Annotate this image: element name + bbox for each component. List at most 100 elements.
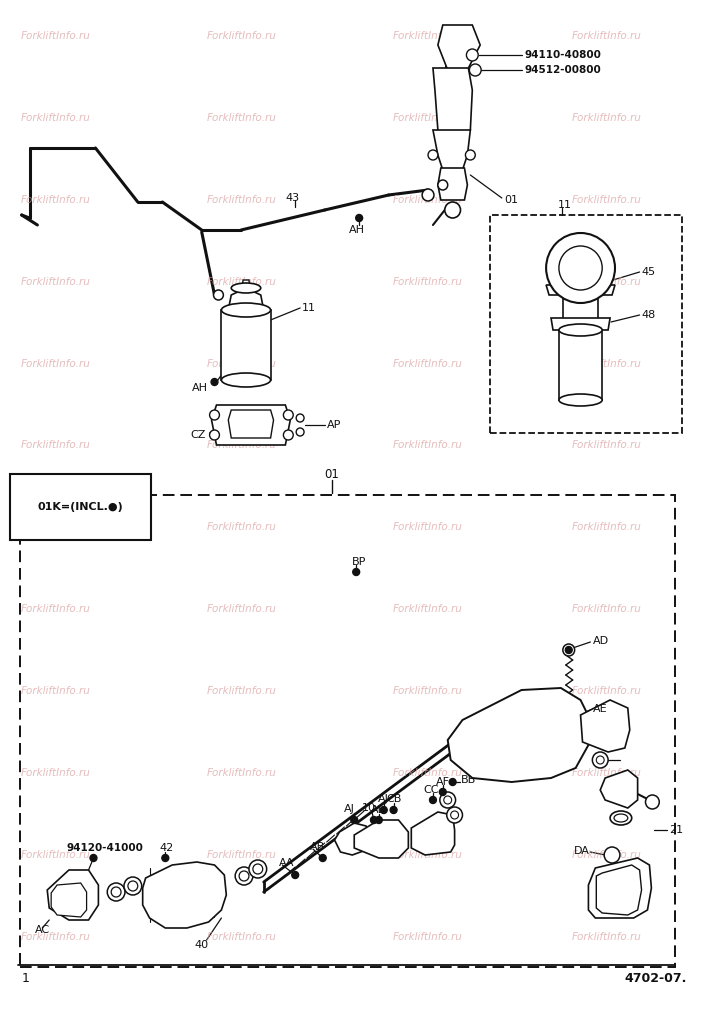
Text: ForkliftInfo.ru: ForkliftInfo.ru bbox=[207, 686, 276, 696]
Polygon shape bbox=[433, 130, 470, 170]
Circle shape bbox=[111, 887, 121, 897]
Text: ForkliftInfo.ru: ForkliftInfo.ru bbox=[393, 195, 463, 205]
Polygon shape bbox=[563, 295, 598, 319]
Text: 40: 40 bbox=[195, 940, 209, 950]
Text: ForkliftInfo.ru: ForkliftInfo.ru bbox=[572, 358, 642, 369]
Text: BP: BP bbox=[353, 557, 367, 567]
Text: 43: 43 bbox=[285, 193, 299, 203]
Circle shape bbox=[444, 202, 461, 218]
Text: ForkliftInfo.ru: ForkliftInfo.ru bbox=[393, 604, 463, 614]
Text: 94120-41000: 94120-41000 bbox=[67, 843, 144, 853]
Circle shape bbox=[646, 795, 659, 809]
Text: ForkliftInfo.ru: ForkliftInfo.ru bbox=[393, 522, 463, 532]
Circle shape bbox=[546, 233, 615, 303]
Text: AF: AF bbox=[436, 777, 450, 787]
Text: ForkliftInfo.ru: ForkliftInfo.ru bbox=[20, 113, 90, 123]
Circle shape bbox=[283, 430, 293, 440]
Circle shape bbox=[465, 150, 475, 160]
Circle shape bbox=[466, 49, 478, 61]
Text: ForkliftInfo.ru: ForkliftInfo.ru bbox=[393, 31, 463, 41]
Bar bbox=[20, 495, 675, 967]
Text: AJ: AJ bbox=[344, 804, 355, 814]
Circle shape bbox=[283, 410, 293, 420]
Circle shape bbox=[253, 864, 263, 874]
Text: ForkliftInfo.ru: ForkliftInfo.ru bbox=[20, 522, 90, 532]
Text: ForkliftInfo.ru: ForkliftInfo.ru bbox=[20, 440, 90, 451]
Ellipse shape bbox=[559, 394, 602, 406]
Circle shape bbox=[565, 646, 572, 653]
Ellipse shape bbox=[614, 814, 628, 822]
Ellipse shape bbox=[610, 811, 632, 825]
Polygon shape bbox=[411, 812, 455, 855]
Text: ForkliftInfo.ru: ForkliftInfo.ru bbox=[20, 850, 90, 860]
Text: ForkliftInfo.ru: ForkliftInfo.ru bbox=[572, 604, 642, 614]
Bar bbox=[490, 215, 682, 433]
Text: AJ: AJ bbox=[379, 794, 389, 804]
Text: ForkliftInfo.ru: ForkliftInfo.ru bbox=[20, 195, 90, 205]
Text: 11: 11 bbox=[558, 200, 572, 210]
Text: ForkliftInfo.ru: ForkliftInfo.ru bbox=[207, 113, 276, 123]
Polygon shape bbox=[47, 870, 98, 920]
Text: AP: AP bbox=[327, 420, 341, 430]
Circle shape bbox=[422, 189, 434, 201]
Text: 45: 45 bbox=[641, 267, 655, 278]
Text: ForkliftInfo.ru: ForkliftInfo.ru bbox=[207, 358, 276, 369]
Text: BB: BB bbox=[461, 775, 476, 785]
Text: ForkliftInfo.ru: ForkliftInfo.ru bbox=[393, 440, 463, 451]
Text: ForkliftInfo.ru: ForkliftInfo.ru bbox=[393, 276, 463, 287]
Polygon shape bbox=[229, 288, 264, 310]
Text: ForkliftInfo.ru: ForkliftInfo.ru bbox=[207, 276, 276, 287]
Text: ForkliftInfo.ru: ForkliftInfo.ru bbox=[207, 604, 276, 614]
Circle shape bbox=[376, 816, 382, 823]
Polygon shape bbox=[242, 280, 250, 288]
Ellipse shape bbox=[222, 303, 271, 317]
Text: ForkliftInfo.ru: ForkliftInfo.ru bbox=[207, 31, 276, 41]
Circle shape bbox=[211, 379, 218, 385]
Text: ForkliftInfo.ru: ForkliftInfo.ru bbox=[572, 195, 642, 205]
Text: ForkliftInfo.ru: ForkliftInfo.ru bbox=[572, 686, 642, 696]
Text: ForkliftInfo.ru: ForkliftInfo.ru bbox=[393, 113, 463, 123]
Circle shape bbox=[370, 816, 377, 823]
Text: ForkliftInfo.ru: ForkliftInfo.ru bbox=[572, 113, 642, 123]
Circle shape bbox=[447, 807, 463, 823]
Text: AB: AB bbox=[310, 842, 325, 852]
Circle shape bbox=[297, 414, 304, 422]
Text: 11: 11 bbox=[302, 303, 316, 313]
Text: 21: 21 bbox=[669, 825, 683, 835]
Text: AH: AH bbox=[192, 383, 208, 393]
Text: ForkliftInfo.ru: ForkliftInfo.ru bbox=[207, 522, 276, 532]
Circle shape bbox=[107, 883, 125, 901]
Circle shape bbox=[239, 871, 249, 881]
Text: CB: CB bbox=[386, 794, 401, 804]
Text: ForkliftInfo.ru: ForkliftInfo.ru bbox=[393, 768, 463, 778]
Circle shape bbox=[292, 871, 299, 879]
Text: DA: DA bbox=[573, 846, 590, 856]
Text: AE: AE bbox=[593, 705, 608, 714]
Text: 94512-00800: 94512-00800 bbox=[524, 65, 601, 75]
Text: 94110-40800: 94110-40800 bbox=[524, 50, 601, 60]
Polygon shape bbox=[438, 168, 468, 200]
Polygon shape bbox=[354, 820, 409, 858]
Ellipse shape bbox=[559, 324, 602, 336]
Circle shape bbox=[235, 867, 253, 885]
Polygon shape bbox=[551, 318, 610, 330]
Polygon shape bbox=[600, 770, 638, 808]
Ellipse shape bbox=[231, 283, 261, 293]
Circle shape bbox=[390, 807, 397, 813]
Circle shape bbox=[128, 881, 138, 891]
Text: 42: 42 bbox=[159, 843, 174, 853]
Circle shape bbox=[438, 180, 448, 190]
Text: 4702-07.: 4702-07. bbox=[625, 972, 687, 984]
Circle shape bbox=[430, 797, 437, 804]
Polygon shape bbox=[433, 68, 472, 145]
Text: ForkliftInfo.ru: ForkliftInfo.ru bbox=[207, 932, 276, 942]
Text: 01: 01 bbox=[504, 195, 518, 205]
Polygon shape bbox=[448, 688, 590, 782]
Polygon shape bbox=[143, 862, 226, 928]
Circle shape bbox=[162, 854, 169, 861]
Polygon shape bbox=[559, 330, 602, 400]
Polygon shape bbox=[438, 25, 480, 70]
Text: ForkliftInfo.ru: ForkliftInfo.ru bbox=[393, 358, 463, 369]
Text: ForkliftInfo.ru: ForkliftInfo.ru bbox=[572, 932, 642, 942]
Circle shape bbox=[440, 792, 456, 808]
